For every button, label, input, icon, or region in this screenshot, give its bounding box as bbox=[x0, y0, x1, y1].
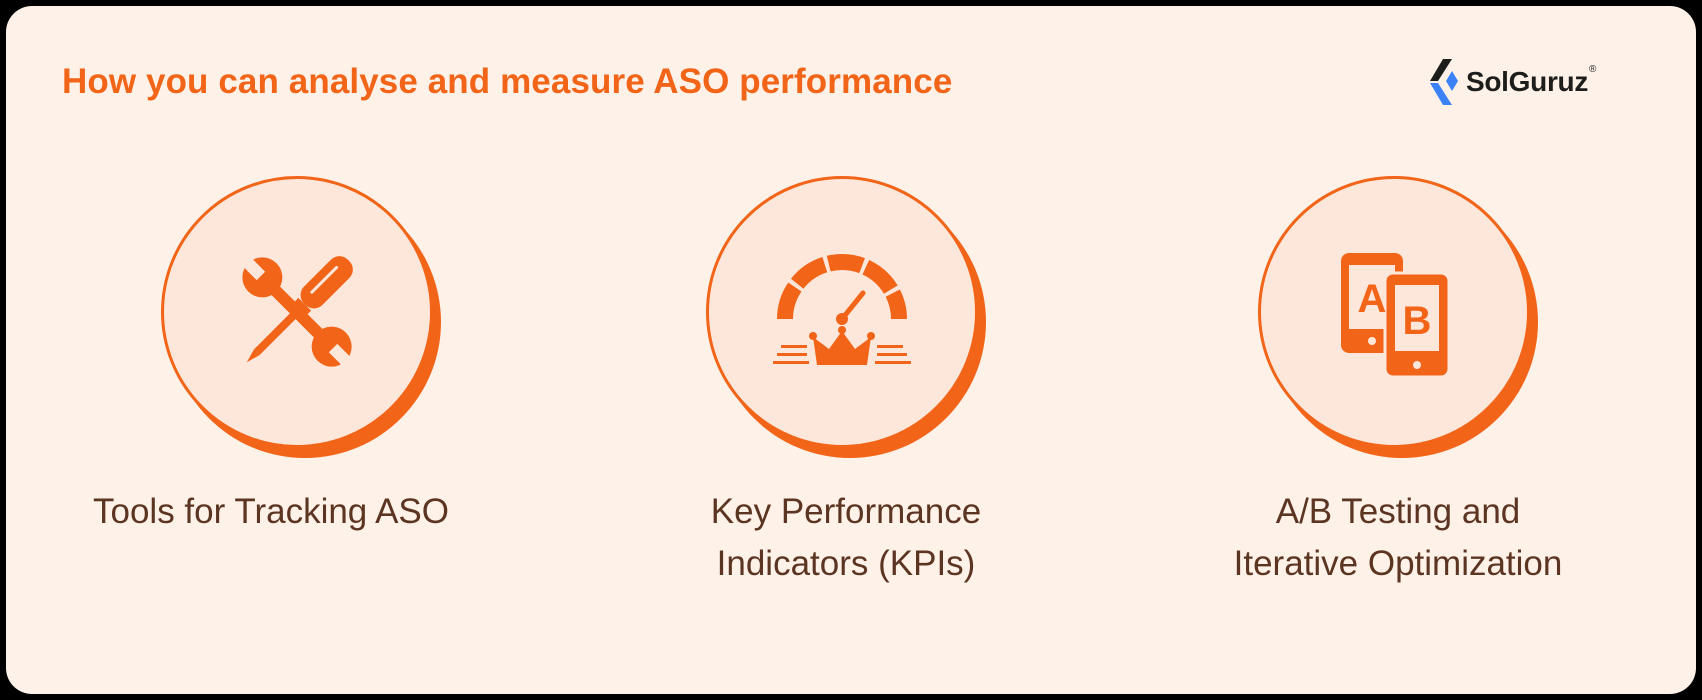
brand-name: SolGuruz bbox=[1466, 66, 1589, 97]
item-tools-for-tracking: Tools for Tracking ASO bbox=[93, 176, 501, 596]
icon-circle: A B bbox=[1258, 176, 1538, 458]
brand-logo: SolGuruz ® bbox=[1426, 54, 1596, 110]
item-label: Tools for Tracking ASO bbox=[93, 492, 449, 531]
item-ab-testing: A B A/B Testing and Iterative Optimizati… bbox=[1198, 176, 1598, 596]
circle-face: A B bbox=[1258, 176, 1530, 448]
circle-face bbox=[706, 176, 978, 448]
item-label-line-2: Indicators (KPIs) bbox=[716, 544, 976, 583]
registered-mark: ® bbox=[1589, 64, 1597, 75]
svg-text:B: B bbox=[1403, 299, 1432, 343]
item-key-performance-indicators: Key Performance Indicators (KPIs) bbox=[646, 176, 1046, 596]
item-label-line-1: Key Performance bbox=[710, 492, 982, 531]
infographic-card: How you can analyse and measure ASO perf… bbox=[6, 6, 1696, 694]
item-label-line-1: A/B Testing and bbox=[1275, 492, 1521, 531]
item-label-line-2: Iterative Optimization bbox=[1233, 544, 1563, 583]
icon-circle bbox=[161, 176, 441, 458]
page-title: How you can analyse and measure ASO perf… bbox=[62, 62, 953, 101]
tools-icon bbox=[242, 256, 353, 368]
circle-face bbox=[161, 176, 433, 448]
item-label: Key Performance Indicators (KPIs) bbox=[646, 486, 1046, 590]
icon-circle bbox=[706, 176, 986, 458]
solguruz-logo-icon bbox=[1430, 59, 1458, 105]
ab-testing-icon: A B bbox=[1341, 253, 1451, 379]
kpi-gauge-icon bbox=[773, 254, 911, 365]
svg-text:A: A bbox=[1358, 277, 1387, 321]
item-label: A/B Testing and Iterative Optimization bbox=[1198, 486, 1598, 590]
